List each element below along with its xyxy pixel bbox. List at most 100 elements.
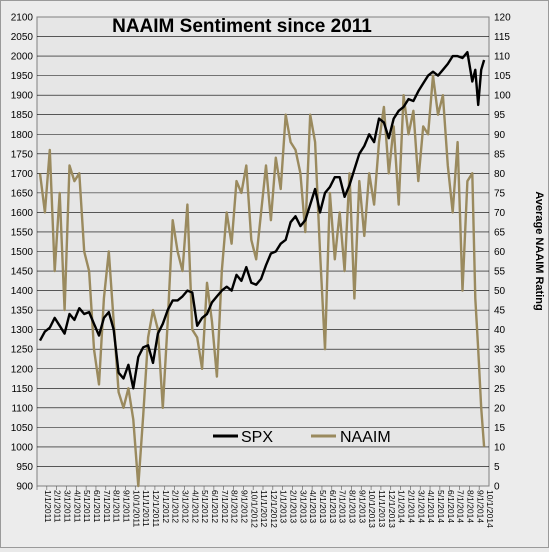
x-tick-label: 6/1/2012 (210, 490, 220, 523)
legend: SPX NAAIM (213, 429, 391, 446)
left-tick-label: 2050 (11, 32, 34, 43)
right-tick-label: 110 (494, 52, 510, 63)
x-tick-label: 6/1/2014 (446, 490, 456, 523)
x-tick-label: 5/1/2014 (436, 490, 446, 523)
x-axis-ticks: 1/1/2011 2/1/2011 3/1/2011 4/1/2011 5/1/2011… (36, 486, 495, 528)
left-tick-label: 1200 (11, 364, 34, 375)
left-tick-label: 950 (16, 462, 33, 473)
x-tick-label: 5/1/2011 (82, 490, 92, 523)
x-tick-label: 11/1/2013 (377, 490, 387, 527)
left-tick-label: 900 (16, 482, 33, 493)
left-tick-label: 1950 (11, 71, 34, 82)
x-tick-label: 11/1/2012 (259, 490, 269, 527)
x-tick-label: 8/1/2014 (465, 490, 475, 523)
x-tick-label: 9/1/2013 (357, 490, 367, 523)
left-tick-label: 1600 (11, 208, 34, 219)
right-tick-label: 10 (494, 442, 506, 453)
x-tick-label: 10/1/2011 (131, 490, 141, 527)
left-tick-label: 1850 (11, 110, 34, 121)
x-tick-label: 7/1/2013 (338, 490, 348, 523)
right-tick-label: 5 (494, 462, 500, 473)
x-tick-label: 11/1/2011 (141, 490, 151, 527)
right-tick-label: 40 (494, 325, 506, 336)
x-tick-label: 3/1/2013 (298, 490, 308, 523)
right-tick-label: 90 (494, 130, 506, 141)
right-tick-label: 100 (494, 91, 511, 102)
x-tick-label: 3/1/2011 (63, 490, 73, 523)
chart-title: NAAIM Sentiment since 2011 (112, 16, 372, 37)
x-tick-label: 7/1/2011 (102, 490, 112, 523)
left-tick-label: 1100 (11, 403, 33, 414)
left-tick-label: 2100 (11, 13, 34, 24)
right-tick-label: 35 (494, 345, 506, 356)
right-tick-label: 105 (494, 71, 511, 82)
left-tick-label: 1050 (11, 423, 34, 434)
right-tick-label: 50 (494, 286, 506, 297)
right-tick-label: 15 (494, 423, 506, 434)
right-tick-label: 70 (494, 208, 506, 219)
left-tick-label: 1500 (11, 247, 34, 258)
left-tick-label: 1450 (11, 267, 34, 278)
x-tick-label: 3/1/2012 (180, 490, 190, 523)
x-tick-label: 4/1/2014 (426, 490, 436, 523)
right-tick-label: 20 (494, 403, 506, 414)
x-tick-label: 8/1/2012 (230, 490, 240, 523)
x-tick-label: 6/1/2013 (328, 490, 338, 523)
right-tick-label: 30 (494, 364, 506, 375)
right-tick-label: 45 (494, 306, 506, 317)
x-tick-label: 1/1/2014 (397, 490, 407, 523)
left-tick-label: 1650 (11, 188, 34, 199)
right-tick-label: 60 (494, 247, 506, 258)
x-tick-label: 9/1/2012 (239, 490, 249, 523)
right-tick-label: 65 (494, 227, 506, 238)
x-tick-label: 2/1/2012 (171, 490, 181, 523)
x-tick-label: 4/1/2011 (72, 490, 82, 523)
left-tick-label: 1000 (11, 442, 34, 453)
left-tick-label: 1250 (11, 345, 34, 356)
left-tick-label: 2000 (11, 52, 34, 63)
x-tick-label: 3/1/2014 (416, 490, 426, 523)
right-tick-label: 75 (494, 188, 506, 199)
x-tick-label: 9/1/2011 (122, 490, 132, 523)
x-tick-label: 8/1/2013 (348, 490, 358, 523)
series-line-spx (38, 51, 486, 390)
right-tick-label: 95 (494, 110, 506, 121)
left-tick-label: 1150 (11, 384, 33, 395)
legend-spx-label: SPX (241, 429, 273, 446)
x-tick-label: 9/1/2014 (475, 490, 485, 523)
x-tick-label: 6/1/2011 (92, 490, 102, 523)
right-tick-label: 115 (494, 32, 510, 43)
x-tick-label: 12/1/2012 (269, 490, 279, 528)
left-tick-label: 1350 (11, 306, 34, 317)
left-tick-label: 1800 (11, 130, 34, 141)
x-tick-label: 2/1/2014 (406, 490, 416, 523)
x-tick-label: 1/1/2012 (161, 490, 171, 523)
right-axis-label: Average NAAIM Rating (533, 191, 545, 310)
right-tick-label: 85 (494, 149, 506, 160)
right-tick-label: 25 (494, 384, 506, 395)
left-axis-ticks: 900 950 1000 1050 1100 1150 1200 1250 1300 1350 14… (11, 13, 34, 493)
x-tick-label: 10/1/2013 (367, 490, 377, 528)
x-tick-label: 12/1/2011 (151, 490, 161, 527)
x-tick-label: 7/1/2012 (220, 490, 230, 523)
right-axis-ticks: 0 5 10 15 20 25 30 35 40 45 50 55 60 65 70 75 80 85 90 95 10… (494, 13, 511, 493)
series-layer (38, 51, 486, 488)
right-tick-label: 55 (494, 267, 506, 278)
x-tick-label: 4/1/2013 (308, 490, 318, 523)
x-tick-label: 1/1/2013 (279, 490, 289, 523)
right-tick-label: 0 (494, 482, 500, 493)
x-tick-label: 2/1/2013 (289, 490, 299, 523)
right-tick-label: 120 (494, 13, 511, 24)
x-tick-label: 7/1/2014 (456, 490, 466, 523)
x-tick-label: 4/1/2012 (190, 490, 200, 523)
x-tick-label: 5/1/2013 (318, 490, 328, 523)
left-tick-label: 1700 (11, 169, 34, 180)
left-tick-label: 1300 (11, 325, 34, 336)
x-tick-label: 10/1/2014 (485, 490, 495, 528)
x-tick-label: 8/1/2011 (112, 490, 122, 523)
right-tick-label: 80 (494, 169, 506, 180)
left-tick-label: 1550 (11, 227, 34, 238)
left-tick-label: 1750 (11, 149, 34, 160)
